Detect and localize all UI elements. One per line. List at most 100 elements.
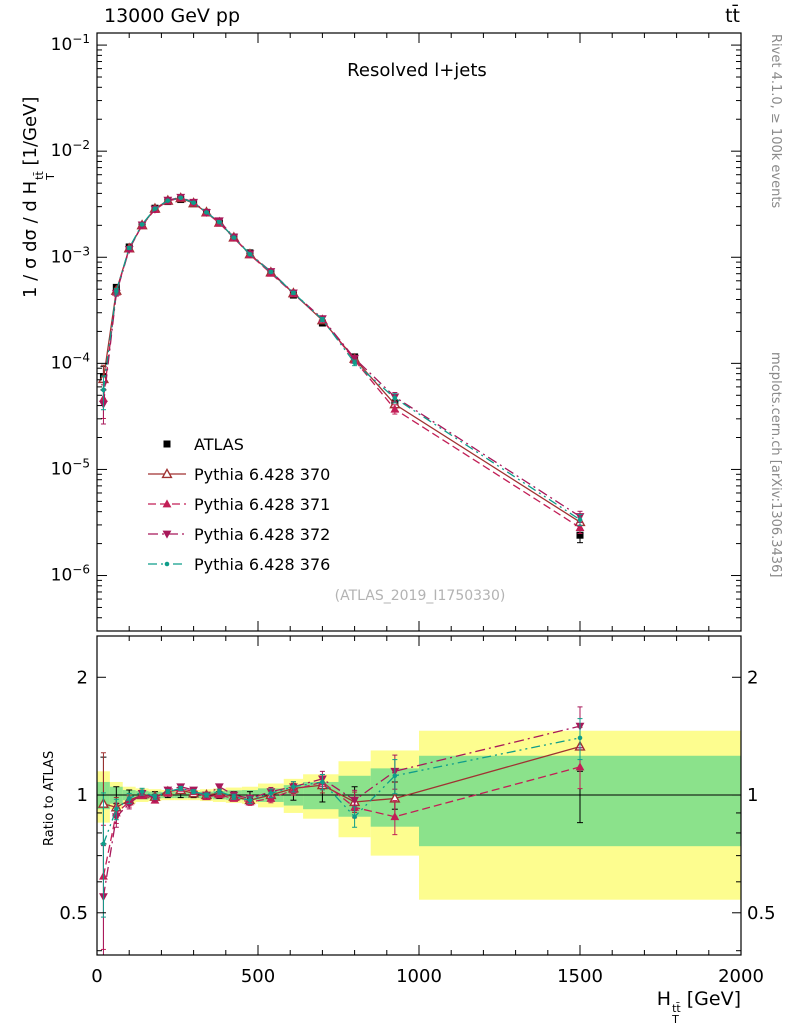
marker-triangle-down xyxy=(124,800,134,809)
marker-circle xyxy=(268,269,274,275)
marker-circle xyxy=(291,784,296,790)
marker-triangle-up xyxy=(390,404,400,413)
y-tick-label-main: 10−2 xyxy=(51,138,90,161)
legend: ATLAS Pythia 6.428 370 Pythia 6.428 371 Pyt… xyxy=(148,435,330,574)
x-label-post: [GeV] xyxy=(680,988,741,1010)
x-tick-label: 2000 xyxy=(718,966,764,987)
y-label-sub: T xyxy=(44,173,57,180)
marker-circle xyxy=(204,792,209,798)
y-tick-label-ratio-right: 2 xyxy=(747,667,758,688)
analysis-subtitle: Resolved l+jets xyxy=(347,60,487,81)
marker-square xyxy=(576,531,584,539)
marker-circle xyxy=(152,794,158,800)
legend-label: Pythia 6.428 371 xyxy=(194,495,330,514)
marker-circle xyxy=(191,789,196,794)
x-tick-label: 1000 xyxy=(396,966,442,987)
marker-circle xyxy=(231,235,237,240)
marker-circle xyxy=(352,360,357,366)
rivet-version-note: Rivet 4.1.0, ≥ 100k events xyxy=(768,34,783,209)
x-label-pre: H xyxy=(656,988,672,1010)
y-label-subsup: tt̄ T xyxy=(33,171,57,180)
marker-triangle-down xyxy=(350,354,359,363)
analysis-id-watermark: (ATLAS_2019_I1750330) xyxy=(334,588,506,604)
mcplots-note: mcplots.cern.ch [arXiv:1306.3436] xyxy=(768,352,783,578)
marker-circle xyxy=(178,195,184,201)
tick-labels: 0 500 1000 1500 2000 10−1 10−2 10−3 10−4 10−5 10−6… xyxy=(51,32,776,987)
y-label-pre: 1 / σ dσ / d H xyxy=(20,180,41,298)
x-label-sup: tt̄ xyxy=(672,1002,681,1015)
marker-circle xyxy=(320,317,325,322)
marker-circle xyxy=(191,200,196,206)
y-tick-label-main: 10−5 xyxy=(51,456,90,479)
uncertainty-band-green xyxy=(97,755,741,847)
marker-circle xyxy=(165,789,171,794)
marker-circle xyxy=(217,219,222,225)
marker-triangle-down xyxy=(350,796,359,805)
marker-circle xyxy=(577,517,583,522)
y-tick-label-main: 10−1 xyxy=(51,32,90,55)
x-label-subsup: tt̄ T xyxy=(672,1003,681,1024)
marker-circle xyxy=(231,794,237,800)
marker-circle xyxy=(139,222,145,227)
x-label-sub: T xyxy=(672,1013,679,1024)
series-p376 xyxy=(100,195,583,918)
marker-circle xyxy=(126,245,132,251)
marker-circle xyxy=(577,735,583,741)
axis-ticks xyxy=(96,33,742,955)
legend-label: Pythia 6.428 370 xyxy=(194,465,330,484)
beam-energy-title: 13000 GeV pp xyxy=(104,5,241,27)
marker-triangle-up xyxy=(575,522,585,531)
marker-circle xyxy=(114,288,119,294)
y-tick-label-main: 10−3 xyxy=(51,244,90,267)
marker-circle xyxy=(165,198,171,203)
x-tick-label: 0 xyxy=(91,966,102,987)
marker-triangle-down xyxy=(162,530,172,539)
marker-circle xyxy=(247,251,253,257)
marker-circle xyxy=(101,841,106,847)
y-label-post: [1/GeV] xyxy=(20,96,41,172)
marker-circle xyxy=(320,779,325,785)
main-line-p376 xyxy=(102,197,581,521)
marker-circle xyxy=(126,796,132,801)
y-tick-label-ratio-left: 2 xyxy=(77,667,88,688)
marker-triangle-open xyxy=(161,467,173,479)
marker-square xyxy=(163,440,171,448)
x-tick-label: 1500 xyxy=(557,966,603,987)
marker-triangle-up xyxy=(575,762,585,771)
marker-circle xyxy=(101,387,106,393)
legend-label: Pythia 6.428 376 xyxy=(194,555,330,574)
marker-circle xyxy=(139,789,145,794)
main-line-p372 xyxy=(102,196,581,518)
y-tick-label-ratio-left: 0.5 xyxy=(59,903,88,924)
marker-circle xyxy=(152,206,158,211)
legend-label: ATLAS xyxy=(194,435,244,454)
y-axis-label-ratio: Ratio to ATLAS xyxy=(42,750,57,846)
marker-circle xyxy=(217,789,222,794)
legend-label: Pythia 6.428 372 xyxy=(194,525,330,544)
marker-circle xyxy=(352,814,357,820)
y-tick-label-ratio-right: 0.5 xyxy=(747,903,776,924)
y-tick-label-ratio-left: 1 xyxy=(77,785,88,806)
marker-circle xyxy=(178,786,184,791)
y-tick-label-main: 10−6 xyxy=(51,563,90,586)
marker-triangle-up xyxy=(390,812,400,821)
y-tick-label-ratio-right: 1 xyxy=(747,785,758,806)
marker-triangle-down xyxy=(214,783,224,792)
y-tick-label-main: 10−4 xyxy=(51,350,90,373)
ratio-line-p372 xyxy=(102,725,581,897)
ratio-line-p371 xyxy=(102,766,581,877)
x-tick-label: 500 xyxy=(241,966,275,987)
marker-circle xyxy=(268,791,274,796)
marker-triangle-up xyxy=(162,499,172,508)
main-line-p371 xyxy=(102,197,581,529)
marker-circle xyxy=(392,773,398,779)
marker-circle xyxy=(392,395,398,401)
marker-circle xyxy=(247,797,253,803)
marker-circle xyxy=(164,561,170,567)
marker-circle xyxy=(291,290,296,296)
ratio-line-p376 xyxy=(102,737,581,845)
